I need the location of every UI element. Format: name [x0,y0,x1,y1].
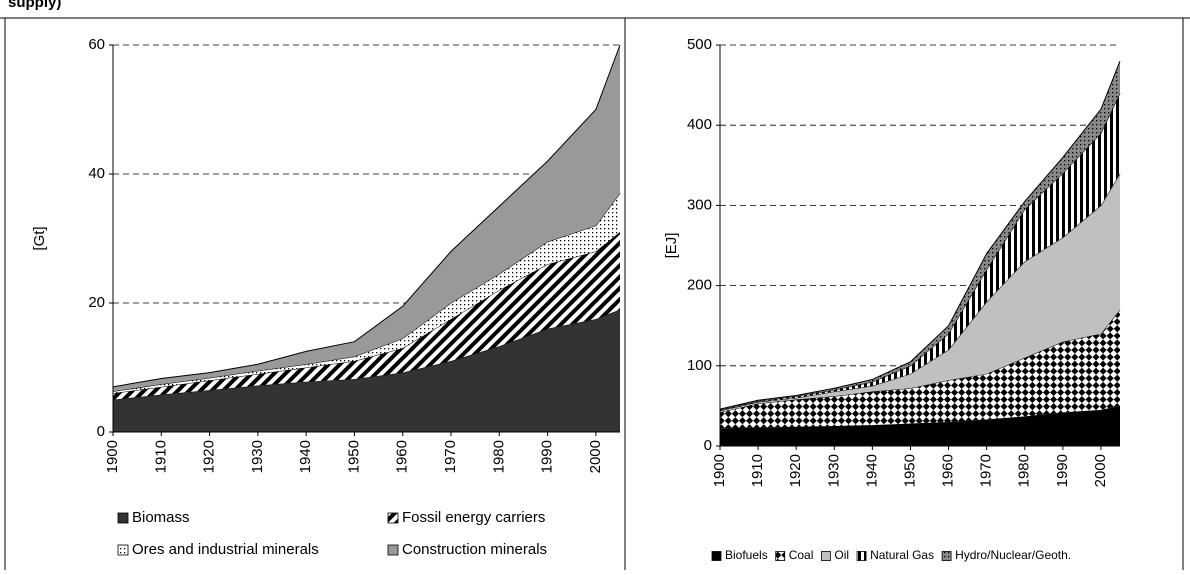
x-tick-label: 1970 [978,454,995,487]
x-tick-label: 1950 [901,454,918,487]
area-fill [113,309,620,432]
y-axis-label: [EJ] [663,233,680,259]
area-fill [720,173,1120,413]
legend-label: Biomass [132,509,190,526]
legend-swatch [941,551,952,561]
legend-swatch [711,551,722,561]
area-fill [113,45,620,392]
x-tick-label: 1910 [152,440,169,473]
area-pattern [857,551,867,561]
area-pattern [720,309,1120,429]
area-pattern [113,232,620,400]
x-tick-label: 1930 [249,440,266,473]
x-tick-label: 1970 [442,440,459,473]
legend-swatch [387,512,399,524]
legend-swatch-border [820,551,831,561]
x-tick-label: 1990 [539,440,556,473]
legend-swatch [820,551,831,561]
y-tick-label: 0 [704,437,712,454]
y-tick-label: 300 [687,196,712,213]
area-fill [720,405,1120,446]
y-tick-label: 500 [687,36,712,53]
area-series [719,60,1121,410]
x-tick-label: 1960 [394,440,411,473]
x-tick-label: 2000 [1092,454,1109,487]
legend-swatch-border [775,551,786,561]
legend-swatch-border [941,551,952,561]
area-series [112,44,621,392]
y-axis-label: [Gt] [31,226,48,250]
legend-label: Hydro/Nuclear/Geoth. [955,548,1071,562]
x-tick-label: 1940 [863,454,880,487]
y-tick-label: 200 [687,277,712,294]
x-tick-label: 1920 [201,440,218,473]
legend-label: Fossil energy carriers [402,509,545,526]
area-pattern [113,193,620,394]
y-tick-label: 100 [687,357,712,374]
legend-swatch-border [117,544,129,556]
y-tick-label: 400 [687,116,712,133]
legend-label: Construction minerals [402,541,547,558]
legend-swatch [387,544,399,556]
area-edge [112,44,621,388]
legend-label: Oil [834,548,849,562]
area-pattern [118,545,128,555]
x-tick-label: 1950 [345,440,362,473]
y-tick-label: 20 [88,294,105,311]
legend-swatch [117,544,129,556]
area-fill [821,551,831,561]
caption-fragment: supply) [8,0,61,11]
y-tick-label: 60 [88,36,105,53]
y-tick-label: 0 [97,423,105,440]
x-tick-label: 1960 [940,454,957,487]
x-tick-label: 1900 [104,440,121,473]
legend-swatch-border [856,551,867,561]
x-tick-label: 1900 [711,454,728,487]
legend-swatch-border [711,551,722,561]
legend-swatch-border [387,544,399,556]
area-edge [719,60,1121,410]
legend-swatch-border [117,512,129,524]
area-pattern [942,551,952,561]
area-fill [118,513,128,523]
x-tick-label: 1980 [1016,454,1033,487]
legend-swatch [775,551,786,561]
legend-swatch [856,551,867,561]
area-fill [712,551,721,561]
x-tick-label: 1980 [490,440,507,473]
legend-label: Biofuels [725,548,768,562]
legend-label: Natural Gas [870,548,934,562]
y-tick-label: 40 [88,165,105,182]
area-pattern [720,93,1120,411]
x-tick-label: 1930 [825,454,842,487]
legend-label: Ores and industrial minerals [132,541,319,558]
area-pattern [775,551,785,561]
x-tick-label: 1940 [297,440,314,473]
area-fill [388,545,398,555]
x-tick-label: 1990 [1054,454,1071,487]
x-tick-label: 2000 [587,440,604,473]
legend-swatch-border [387,512,399,524]
x-tick-label: 1920 [787,454,804,487]
legend-swatch [117,512,129,524]
x-tick-label: 1910 [749,454,766,487]
area-pattern [388,513,398,523]
legend-label: Coal [789,548,814,562]
